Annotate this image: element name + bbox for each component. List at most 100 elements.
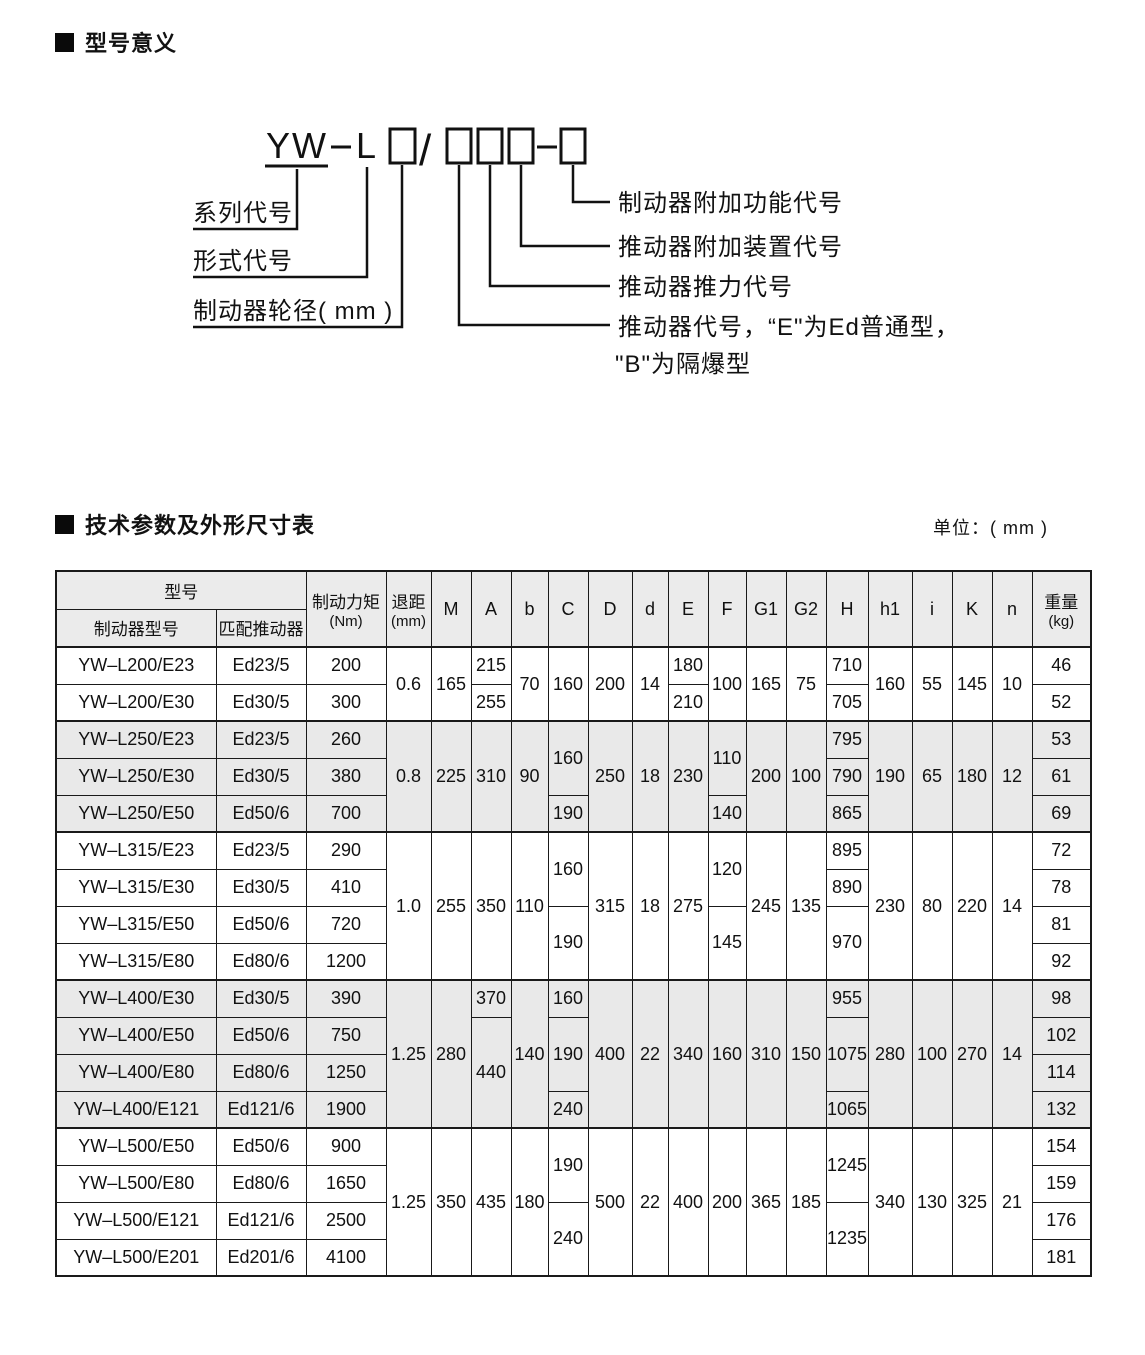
value-cell: 102: [1031, 1016, 1092, 1055]
header-brake-model: 制动器型号: [55, 608, 217, 648]
section-marker-icon: [55, 32, 74, 52]
model-cell: YW–L250/E50: [55, 794, 217, 833]
table-row: YW–L500/E201 Ed201/6 4100 181: [55, 1238, 1092, 1277]
connector-series: [193, 169, 299, 231]
value-cell: 350: [470, 831, 512, 981]
header-recoil-line1: 退距: [391, 593, 426, 612]
value-cell: 275: [667, 831, 709, 981]
value-cell: 200: [707, 1127, 747, 1277]
header-row-2: 制动器型号 匹配推动器: [55, 608, 1091, 648]
value-cell: 52: [1031, 683, 1092, 722]
table-row: YW–L315/E23 Ed23/5 290 1.0 255 350 110 160 315 18…: [55, 831, 1092, 981]
label-thruster-code-line1: 推动器代号，“E"为Ed普通型，: [618, 314, 960, 341]
spec-table-header: 型号 制动力矩 (Nm) 退距 (mm) M A b C D d E F G1 …: [55, 570, 1092, 648]
value-cell: 380: [305, 757, 387, 796]
value-cell: 0.6: [385, 646, 432, 722]
value-cell: 75: [785, 646, 827, 722]
value-cell: 290: [305, 831, 387, 870]
value-cell: 795: [825, 720, 869, 759]
header-dim-b: b: [510, 570, 549, 648]
table-row: YW–L400/E80 Ed80/6 1250 114: [55, 1053, 1092, 1092]
formula-series-code: YW: [266, 125, 328, 166]
value-cell: 955: [825, 979, 869, 1018]
formula-box-thrust: [476, 127, 504, 165]
model-cell: YW–L500/E201: [55, 1238, 217, 1277]
value-cell: 255: [470, 683, 512, 722]
value-cell: Ed50/6: [215, 905, 307, 944]
value-cell: 190: [547, 1127, 589, 1203]
value-cell: 280: [430, 979, 472, 1129]
table-row: YW–L250/E50 Ed50/6 700 190 140 865 69: [55, 794, 1092, 833]
model-cell: YW–L500/E50: [55, 1127, 217, 1166]
value-cell: 790: [825, 757, 869, 796]
model-cell: YW–L250/E23: [55, 720, 217, 759]
model-cell: YW–L500/E121: [55, 1201, 217, 1240]
value-cell: 140: [510, 979, 549, 1129]
value-cell: 190: [547, 905, 589, 981]
header-thruster: 匹配推动器: [215, 608, 307, 648]
value-cell: 160: [547, 646, 589, 722]
header-recoil: 退距 (mm): [385, 570, 432, 648]
table-row: YW–L200/E30 Ed30/5 300 255 210 705 52: [55, 683, 1092, 722]
model-code-diagram: YW L / 系列代号 形式代号 制动器轮径( mm ) 制动器附加功能代号 推…: [193, 125, 960, 378]
value-cell: Ed30/5: [215, 979, 307, 1018]
value-cell: 240: [547, 1201, 589, 1277]
value-cell: 240: [547, 1090, 589, 1129]
value-cell: Ed201/6: [215, 1238, 307, 1277]
value-cell: 2500: [305, 1201, 387, 1240]
value-cell: 310: [745, 979, 787, 1129]
value-cell: 14: [991, 831, 1033, 981]
value-cell: 435: [470, 1127, 512, 1277]
value-cell: 1250: [305, 1053, 387, 1092]
value-cell: 100: [785, 720, 827, 833]
value-cell: 1900: [305, 1090, 387, 1129]
value-cell: 165: [430, 646, 472, 722]
model-cell: YW–L315/E80: [55, 942, 217, 981]
value-cell: 176: [1031, 1201, 1092, 1240]
header-dim-d: d: [631, 570, 669, 648]
value-cell: Ed50/6: [215, 794, 307, 833]
value-cell: 230: [867, 831, 913, 981]
model-cell: YW–L500/E80: [55, 1164, 217, 1203]
value-cell: 160: [547, 979, 589, 1018]
formula-slash: /: [419, 126, 432, 175]
value-cell: 12: [991, 720, 1033, 833]
header-dim-i: i: [911, 570, 953, 648]
value-cell: Ed23/5: [215, 646, 307, 685]
value-cell: 72: [1031, 831, 1092, 870]
table-row: YW–L315/E50 Ed50/6 720 190 145 970 81: [55, 905, 1092, 981]
value-cell: 400: [667, 1127, 709, 1277]
value-cell: 220: [951, 831, 993, 981]
header-torque-line1: 制动力矩: [312, 593, 380, 612]
value-cell: 390: [305, 979, 387, 1018]
table-row: YW–L500/E80 Ed80/6 1650 159: [55, 1164, 1092, 1203]
table-row: YW–L250/E23 Ed23/5 260 0.8 225 310 90 160 250 18 2…: [55, 720, 1092, 833]
value-cell: 70: [510, 646, 549, 722]
value-cell: 315: [587, 831, 633, 981]
header-dim-E: E: [667, 570, 709, 648]
value-cell: 80: [911, 831, 953, 981]
value-cell: 165: [745, 646, 787, 722]
header-dim-F: F: [707, 570, 747, 648]
model-cell: YW–L400/E121: [55, 1090, 217, 1129]
value-cell: 21: [991, 1127, 1033, 1277]
table-row: YW–L400/E30 Ed30/5 390 1.25 280 370 140 160 400 2…: [55, 979, 1092, 1129]
formula-form-code: L: [356, 125, 378, 166]
value-cell: 185: [785, 1127, 827, 1277]
value-cell: 145: [707, 905, 747, 981]
value-cell: 180: [667, 646, 709, 685]
label-thruster-thrust-code: 推动器推力代号: [618, 274, 793, 301]
value-cell: 1245: [825, 1127, 869, 1203]
value-cell: 14: [631, 646, 669, 722]
value-cell: 98: [1031, 979, 1092, 1018]
value-cell: 81: [1031, 905, 1092, 944]
value-cell: 700: [305, 794, 387, 833]
value-cell: 970: [825, 905, 869, 981]
value-cell: Ed50/6: [215, 1016, 307, 1055]
model-cell: YW–L315/E23: [55, 831, 217, 870]
value-cell: 720: [305, 905, 387, 944]
value-cell: 90: [510, 720, 549, 833]
connector-thruster: [457, 165, 610, 327]
table-row: YW–L500/E121 Ed121/6 2500 240 1235 176: [55, 1201, 1092, 1277]
